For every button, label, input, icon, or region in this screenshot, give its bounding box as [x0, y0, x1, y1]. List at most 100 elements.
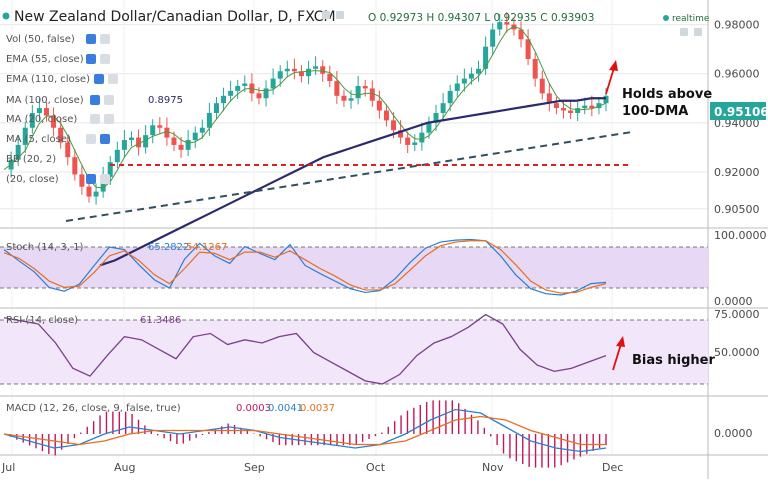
- realtime-dot: [663, 15, 669, 21]
- rsi-label[interactable]: RSI (14, close): [6, 315, 78, 326]
- annotation-holds-line2: 100-DMA: [622, 104, 688, 119]
- realtime-label: realtime: [672, 14, 710, 24]
- ma100-line: [99, 97, 606, 267]
- candle-body: [185, 140, 191, 150]
- candle-body: [483, 46, 489, 69]
- month-label: Aug: [114, 461, 135, 474]
- header-icons[interactable]: [322, 11, 702, 36]
- candle-body: [447, 90, 453, 104]
- legend-ma100[interactable]: MA (100, close): [6, 95, 84, 106]
- candle-body: [497, 22, 503, 30]
- candle-body: [426, 122, 432, 133]
- candle-body: [327, 73, 333, 82]
- candle-body: [256, 93, 262, 99]
- legend-ma100-value: 0.8975: [148, 95, 183, 106]
- candle-body: [561, 108, 567, 111]
- candle-body: [525, 39, 531, 59]
- macd-axis-0: 0.0000: [714, 427, 753, 440]
- time-axis: Jul Aug Sep Oct Nov Dec: [1, 461, 623, 474]
- stoch-k-value: 65.2822: [148, 242, 189, 253]
- candle-body: [86, 186, 92, 197]
- month-label: Nov: [482, 461, 504, 474]
- macd-label[interactable]: MACD (12, 26, close, 9, false, true): [6, 403, 181, 414]
- candle-body: [242, 83, 248, 86]
- candle-body: [440, 103, 446, 113]
- candle-body: [79, 174, 85, 187]
- month-label: Jul: [1, 461, 15, 474]
- legend-ma5[interactable]: MA (5, close): [6, 134, 71, 145]
- annotation-holds-line1: Holds above: [622, 87, 712, 102]
- candle-body: [65, 142, 71, 158]
- candle-body: [539, 78, 545, 94]
- candle-body: [22, 127, 28, 145]
- candles: [8, 12, 609, 205]
- candle-body: [213, 103, 219, 113]
- candle-body: [58, 127, 64, 143]
- chart-header: New Zealand Dollar/Canadian Dollar, D, F…: [2, 9, 710, 36]
- candle-body: [72, 157, 78, 175]
- candle-body: [29, 113, 35, 128]
- month-label: Dec: [602, 461, 623, 474]
- rsi-line: [3, 313, 607, 385]
- candle-body: [461, 78, 467, 84]
- legend-gear-icons[interactable]: [86, 34, 118, 184]
- month-label: Sep: [244, 461, 265, 474]
- indicator-legend: Vol (50, false) EMA (55, close) EMA (110…: [6, 34, 183, 185]
- candle-body: [263, 88, 269, 99]
- candle-body: [192, 132, 198, 141]
- price-tick-label: 0.94000: [714, 117, 760, 130]
- candle-body: [398, 130, 404, 138]
- stoch-label[interactable]: Stoch (14, 3, 1): [6, 242, 83, 253]
- candle-body: [553, 103, 559, 109]
- candle-body: [582, 105, 588, 109]
- last-price-tag: [710, 102, 766, 120]
- candle-body: [51, 115, 57, 128]
- annotation-holds: Holds above 100-DMA: [605, 60, 712, 119]
- candle-body: [270, 78, 276, 89]
- candle-body: [235, 85, 241, 91]
- legend-bb[interactable]: BB (20, 2): [6, 154, 56, 165]
- candle-body: [568, 110, 574, 113]
- candle-body: [341, 95, 347, 101]
- candle-body: [277, 71, 283, 79]
- candle-body: [433, 113, 439, 123]
- price-tick-label: 0.98000: [714, 19, 760, 32]
- candle-body: [490, 29, 496, 47]
- candle-body: [36, 108, 42, 113]
- last-price-value: 0.95106: [714, 105, 768, 119]
- rsi-axis-50: 50.0000: [714, 346, 760, 359]
- candle-body: [596, 103, 602, 109]
- candle-body: [143, 135, 149, 148]
- candle-body: [43, 108, 49, 116]
- candle-body: [320, 66, 326, 74]
- series-dot: [2, 12, 10, 20]
- candle-body: [348, 98, 354, 101]
- ma-green-line: [3, 25, 607, 189]
- candle-body: [228, 90, 234, 96]
- candle-body: [355, 85, 361, 99]
- legend-vol[interactable]: Vol (50, false): [6, 34, 75, 45]
- candle-body: [419, 132, 425, 143]
- candle-body: [334, 81, 340, 96]
- legend-ma20[interactable]: MA (20, close): [6, 114, 77, 125]
- candle-body: [157, 125, 163, 128]
- candle-body: [468, 73, 474, 79]
- candle-body: [405, 137, 411, 145]
- candle-body: [199, 127, 205, 133]
- candle-body: [532, 58, 538, 79]
- candle-body: [114, 149, 120, 163]
- candle-body: [171, 137, 177, 145]
- legend-ich[interactable]: (20, close): [6, 174, 59, 185]
- legend-ema110[interactable]: EMA (110, close): [6, 74, 90, 85]
- candle-body: [136, 137, 142, 148]
- candle-body: [178, 144, 184, 150]
- candle-body: [518, 29, 524, 40]
- candle-body: [206, 113, 212, 128]
- price-tick-label: 0.92000: [714, 166, 760, 179]
- legend-ema55[interactable]: EMA (55, close): [6, 54, 84, 65]
- month-label: Oct: [366, 461, 386, 474]
- candle-body: [150, 125, 156, 136]
- candle-body: [100, 176, 106, 192]
